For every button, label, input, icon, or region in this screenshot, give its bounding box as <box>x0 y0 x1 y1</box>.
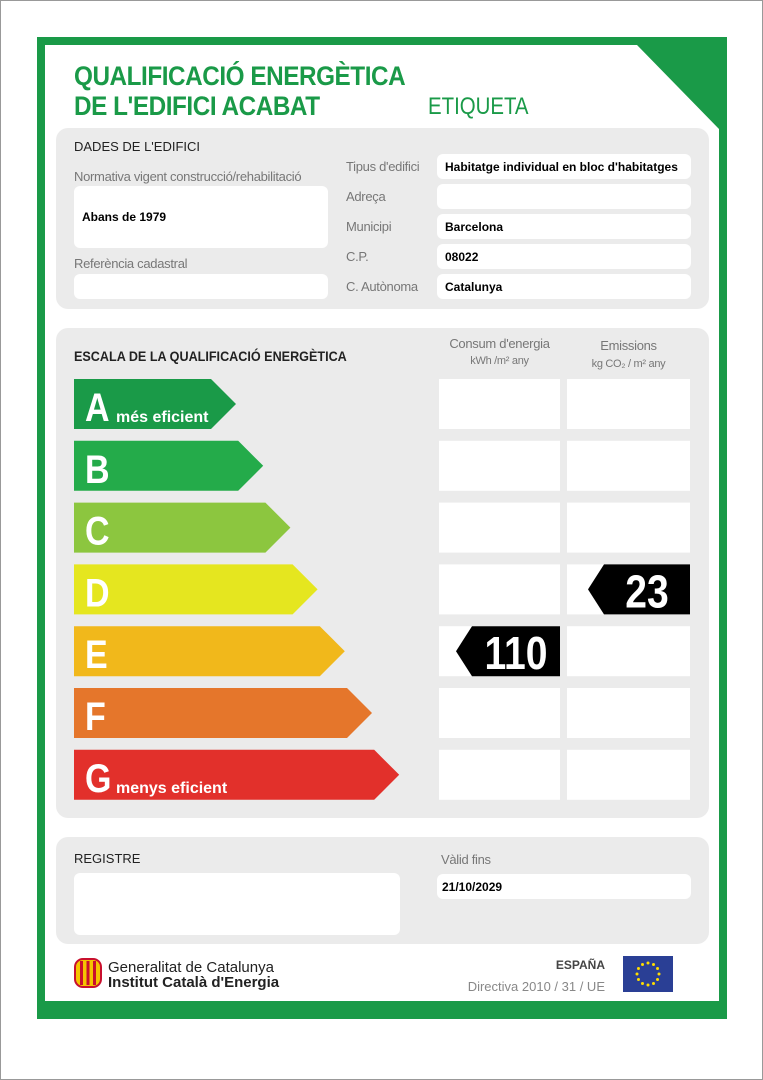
class-description: més eficient <box>116 409 209 426</box>
field-label: Adreça <box>346 189 386 204</box>
eu-star <box>646 961 650 965</box>
class-letter: C <box>85 508 110 553</box>
field-label: Municipi <box>346 219 392 234</box>
valid-value: 21/10/2029 <box>437 874 691 899</box>
eu-star <box>636 967 640 970</box>
org-line2: Institut Català d'Energia <box>108 974 280 991</box>
cell <box>439 379 560 429</box>
cell <box>567 626 690 677</box>
column-unit: kg CO₂ / m² any <box>591 358 666 370</box>
register-box <box>74 873 400 935</box>
scale-heading: ESCALA DE LA QUALIFICACIÓ ENERGÈTICA <box>74 348 347 364</box>
cell <box>439 688 560 738</box>
field-label: Tipus d'edifici <box>346 159 420 174</box>
eu-star <box>652 982 655 986</box>
rating-value: 23 <box>625 566 668 618</box>
cell <box>439 749 560 800</box>
eu-flag <box>623 956 673 992</box>
class-letter: G <box>85 755 111 800</box>
register-heading: REGISTRE <box>74 851 141 866</box>
rating-marker <box>588 564 690 615</box>
rating-value: 110 <box>484 628 547 680</box>
cell <box>439 564 560 615</box>
eu-star <box>652 962 655 966</box>
country: ESPAÑA <box>555 958 605 972</box>
title-line2: DE L'EDIFICI ACABAT <box>74 91 320 121</box>
cell <box>439 502 560 553</box>
rating-marker <box>456 626 560 677</box>
class-arrow <box>74 440 264 491</box>
eu-star <box>641 962 644 966</box>
field-value: Catalunya <box>437 274 691 299</box>
class-arrow <box>74 564 318 615</box>
eu-star <box>636 978 640 981</box>
title-line1: QUALIFICACIÓ ENERGÈTICA <box>74 61 406 91</box>
eu-star <box>641 982 644 986</box>
class-letter: D <box>85 570 110 615</box>
column-title: Consum d'energia <box>449 336 550 351</box>
field-value: Abans de 1979 <box>74 186 328 248</box>
eu-star <box>656 978 660 981</box>
field-value: Habitatge individual en bloc d'habitatge… <box>437 154 691 179</box>
directive: Directiva 2010 / 31 / UE <box>467 979 605 994</box>
column-unit: kWh /m² any <box>470 355 529 367</box>
valid-label: Vàlid fins <box>441 852 491 867</box>
class-letter: E <box>85 632 108 677</box>
cell <box>567 379 690 429</box>
class-arrow <box>74 688 372 738</box>
class-description: menys eficient <box>116 780 228 797</box>
cell <box>567 688 690 738</box>
eu-star <box>646 983 650 987</box>
eu-star <box>656 967 660 970</box>
label-tag: ETIQUETA <box>428 93 529 120</box>
field-label: C. Autònoma <box>346 279 418 294</box>
class-letter: F <box>85 693 106 738</box>
class-arrow <box>74 749 400 800</box>
field-value: 08022 <box>437 244 691 269</box>
field-value <box>74 274 328 299</box>
field-label: Referència cadastral <box>74 256 188 271</box>
class-letter: A <box>85 384 110 429</box>
field-label: C.P. <box>346 249 369 264</box>
field-label: Normativa vigent construcció/rehabilitac… <box>74 169 302 184</box>
class-arrow <box>74 379 236 429</box>
class-arrow <box>74 502 291 553</box>
eu-star <box>635 972 639 976</box>
org-line1: Generalitat de Catalunya <box>108 959 274 976</box>
field-value: Barcelona <box>437 214 691 239</box>
cell <box>567 440 690 491</box>
cell <box>567 502 690 553</box>
cell <box>439 440 560 491</box>
class-arrow <box>74 626 345 677</box>
field-value <box>437 184 691 209</box>
cell <box>567 749 690 800</box>
class-letter: B <box>85 446 110 491</box>
gencat-logo <box>74 958 102 988</box>
building-heading: DADES DE L'EDIFICI <box>74 139 201 154</box>
eu-star <box>657 972 661 976</box>
column-title: Emissions <box>600 338 657 353</box>
